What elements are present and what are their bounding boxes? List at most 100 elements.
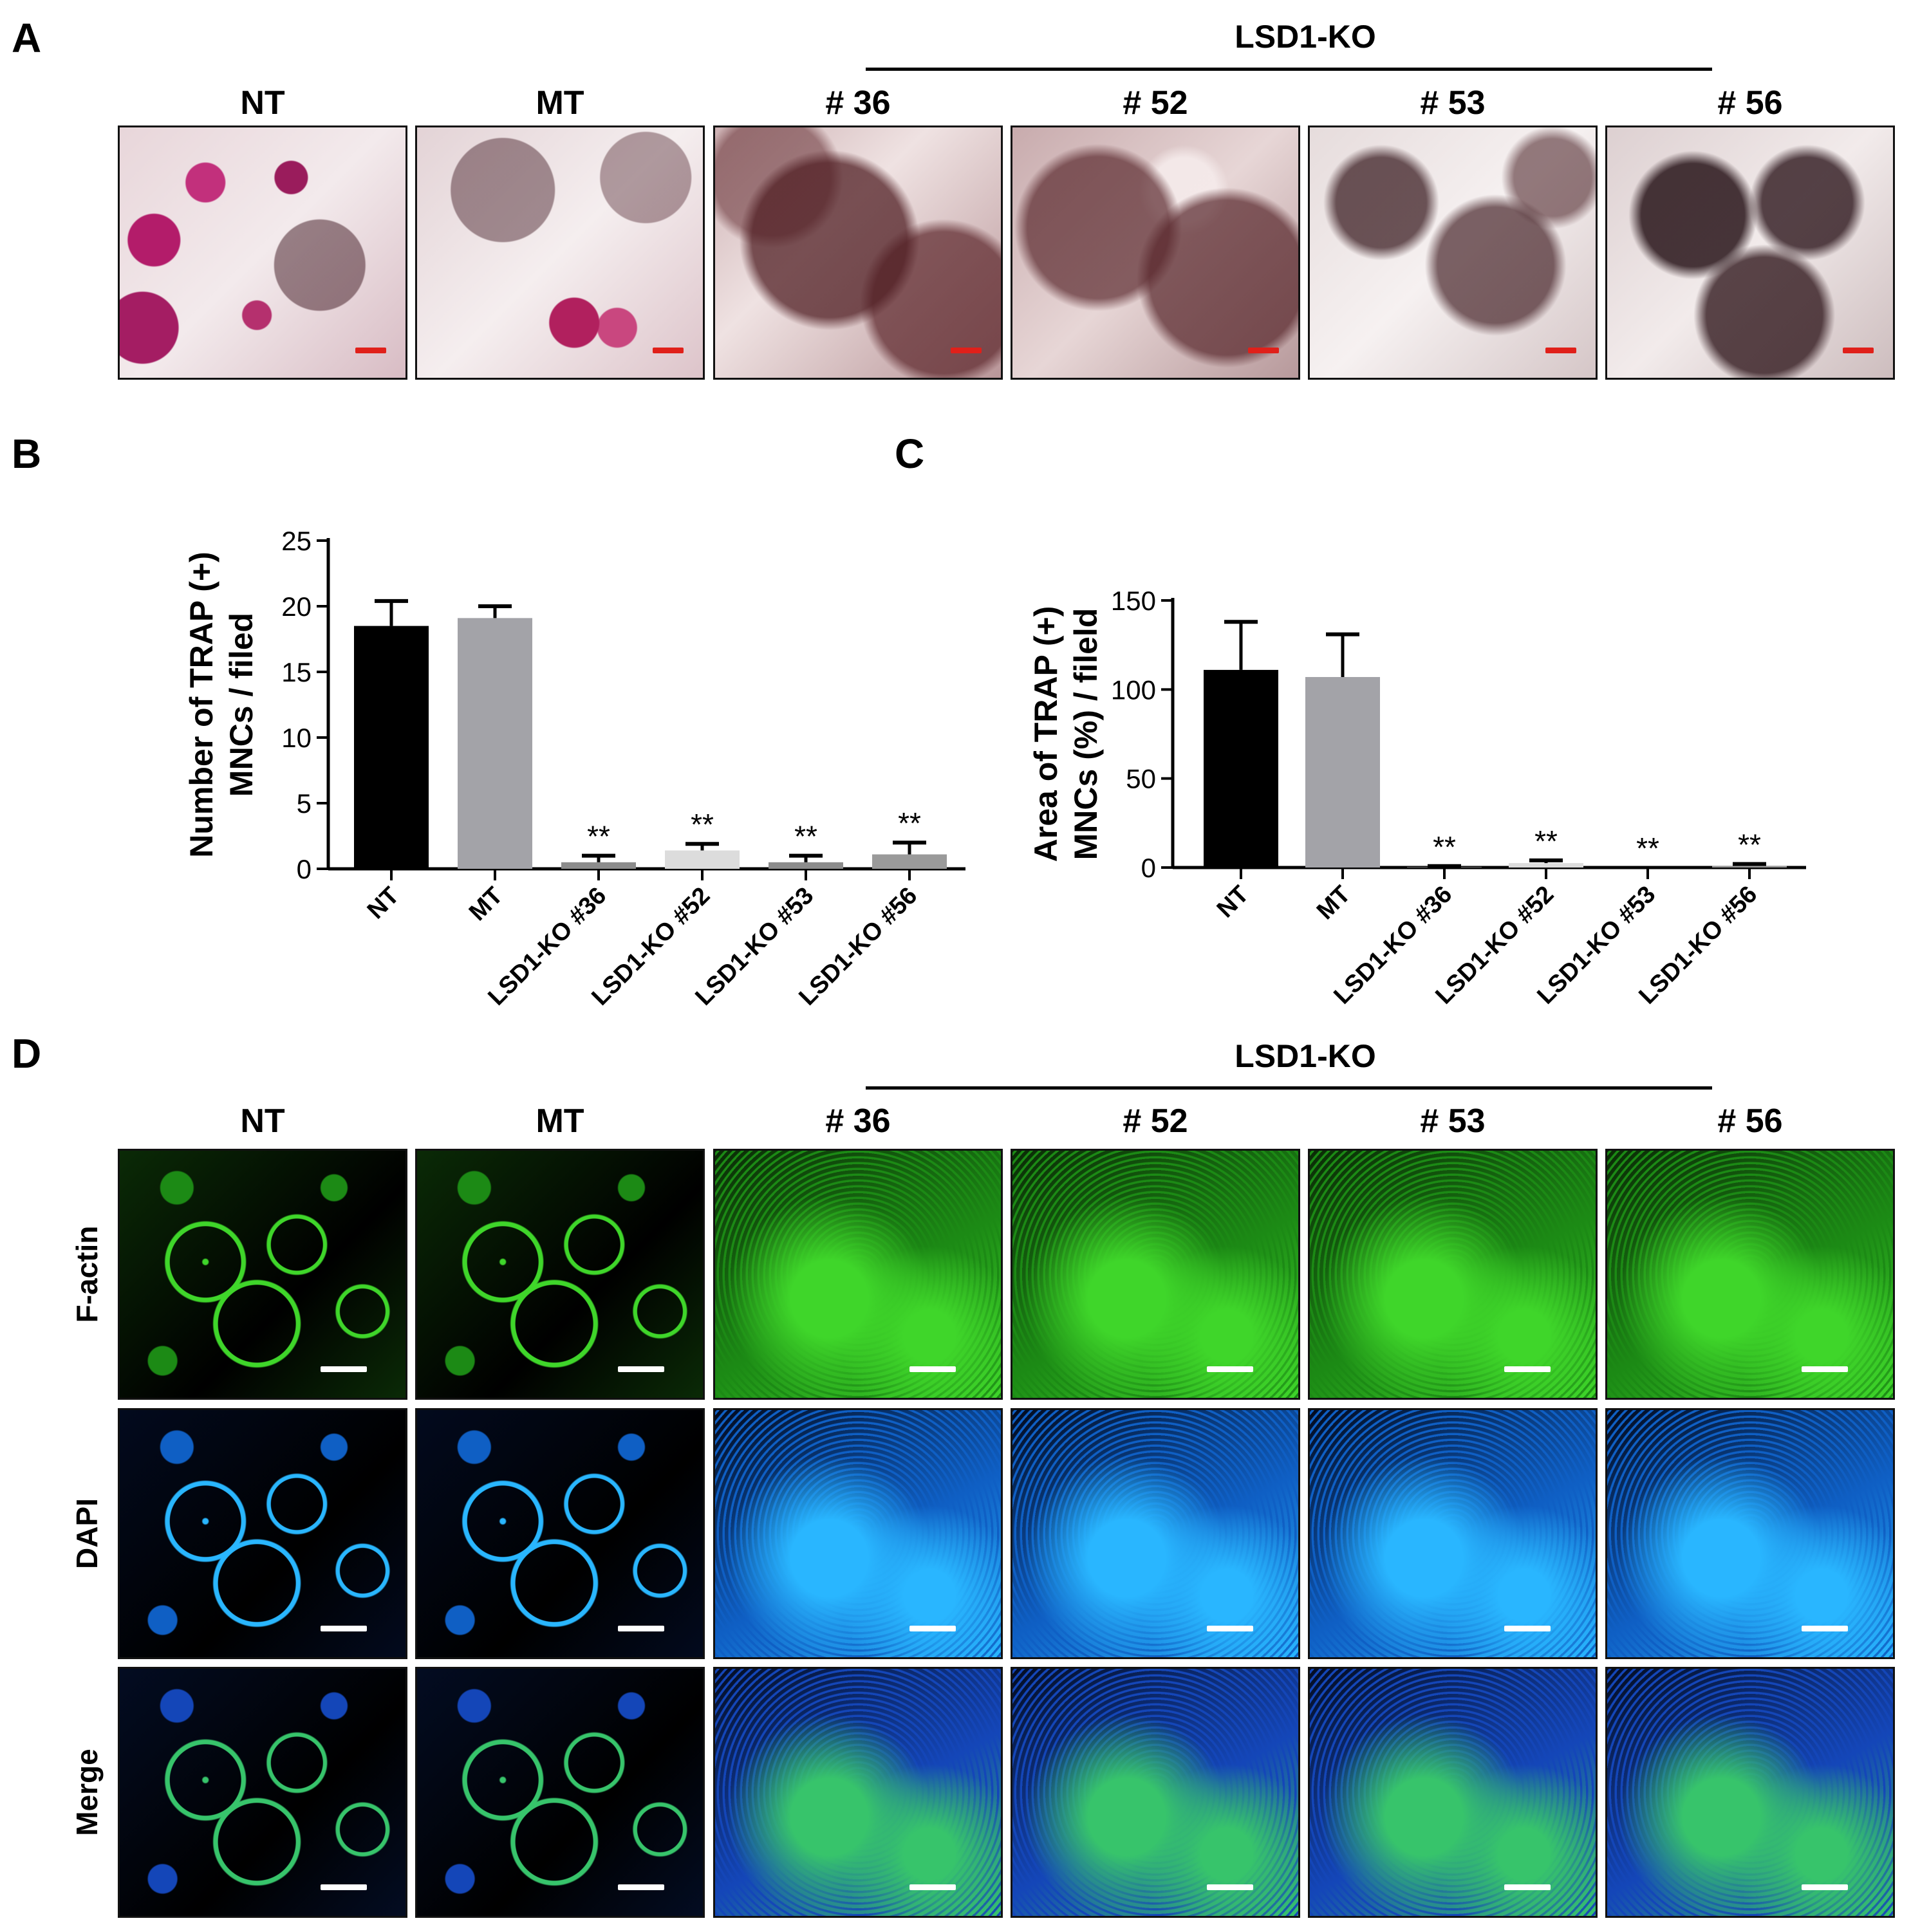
fluorescence-image-dapi-36 [713,1408,1003,1659]
svg-text:MNCs / filed: MNCs / filed [223,613,259,797]
fluorescence-image-merge-52 [1011,1667,1300,1918]
panel-d-col-label-mt: MT [536,1102,584,1140]
significance-marker: ** [691,808,714,841]
fluorescence-image-factin-mt [415,1149,705,1400]
panel-d-group-line [866,1086,1712,1090]
bar-lsd1-ko-56 [1712,866,1787,868]
scale-bar [1802,1884,1848,1890]
scale-bar [618,1626,664,1631]
trap-stain-image-nt [118,125,407,380]
significance-marker: ** [1636,831,1659,865]
trap-stain-image-52 [1011,125,1300,380]
scale-bar [909,1366,956,1372]
scale-bar [1207,1884,1253,1890]
scale-bar [1504,1366,1551,1372]
bar-mt [458,618,532,869]
scale-bar [653,348,684,353]
panel-a-letter: A [12,15,42,61]
svg-text:Area of TRAP (+): Area of TRAP (+) [1028,606,1064,862]
significance-marker: ** [898,806,921,840]
y-tick-label: 0 [1141,853,1156,883]
fluorescence-image-factin-53 [1308,1149,1598,1400]
bar-lsd1-ko-52 [665,850,740,869]
significance-marker: ** [794,820,817,853]
bar-nt [354,626,429,869]
scale-bar [1207,1626,1253,1631]
significance-marker: ** [587,820,610,853]
y-axis-label: Area of TRAP (+) MNCs (%) / fileld [1028,606,1104,862]
scale-bar [321,1884,367,1890]
bar-nt [1204,669,1278,868]
scale-bar [909,1626,956,1631]
panel-a-col-label-52: # 52 [1123,84,1188,122]
panel-d-col-label-nt: NT [240,1102,285,1140]
trap-stain-image-53 [1308,125,1598,380]
fluorescence-image-factin-52 [1011,1149,1300,1400]
scale-bar [321,1366,367,1372]
panel-d-letter: D [12,1030,42,1077]
svg-text:MNCs (%) / fileld: MNCs (%) / fileld [1068,608,1104,860]
scale-bar [1545,348,1576,353]
scale-bar [321,1626,367,1631]
panel-d-col-label-53: # 53 [1420,1102,1486,1140]
panel-d-row-label-merge: Merge [70,1749,104,1836]
trap-stain-image-36 [713,125,1003,380]
significance-marker: ** [1433,830,1456,864]
panel-d-col-label-56: # 56 [1717,1102,1783,1140]
scale-bar [909,1884,956,1890]
x-tick-label: MT [1312,881,1356,925]
scale-bar [1207,1366,1253,1372]
svg-text:NT: NT [362,882,405,925]
panel-a-group-label: LSD1-KO [1235,19,1376,55]
scale-bar [1248,348,1279,353]
bar-lsd1-ko-36 [561,862,636,869]
bar-lsd1-ko-56 [872,854,947,869]
panel-b-letter: B [12,431,42,477]
y-tick-label: 25 [281,526,312,556]
y-tick-label: 50 [1126,764,1156,794]
panel-d-col-label-52: # 52 [1123,1102,1188,1140]
fluorescence-image-merge-36 [713,1667,1003,1918]
svg-text:MT: MT [464,882,508,927]
x-tick-label: MT [464,882,508,927]
scale-bar [1504,1884,1551,1890]
fluorescence-image-merge-nt [118,1667,407,1918]
panel-a-group-line [866,68,1712,71]
bar-lsd1-ko-52 [1509,863,1583,868]
fluorescence-image-factin-56 [1605,1149,1895,1400]
scale-bar [951,348,982,353]
x-tick-label: NT [362,882,405,925]
trap-stain-image-mt [415,125,705,380]
y-axis-label: Number of TRAP (+) MNCs / filed [183,552,259,858]
y-tick-label: 10 [281,723,312,753]
fluorescence-image-factin-36 [713,1149,1003,1400]
scale-bar [618,1884,664,1890]
bar-lsd1-ko-53 [769,862,843,869]
significance-marker: ** [1534,824,1558,858]
panel-a-col-label-mt: MT [536,84,584,122]
fluorescence-image-merge-56 [1605,1667,1895,1918]
fluorescence-image-dapi-56 [1605,1408,1895,1659]
fluorescence-image-factin-nt [118,1149,407,1400]
panel-d-row-label-dapi: DAPI [70,1498,104,1569]
panel-d-col-label-36: # 36 [825,1102,891,1140]
scale-bar [1802,1366,1848,1372]
scale-bar [618,1366,664,1372]
scale-bar [1843,348,1874,353]
panel-a-col-label-56: # 56 [1717,84,1783,122]
svg-text:Number of TRAP (+): Number of TRAP (+) [183,552,219,858]
fluorescence-image-dapi-mt [415,1408,705,1659]
svg-text:MT: MT [1312,881,1356,925]
fluorescence-image-dapi-52 [1011,1408,1300,1659]
scale-bar [1504,1626,1551,1631]
fluorescence-image-dapi-nt [118,1408,407,1659]
fluorescence-image-merge-53 [1308,1667,1598,1918]
panel-c-letter: C [895,431,925,477]
y-tick-label: 20 [281,591,312,622]
trap-stain-image-56 [1605,125,1895,380]
y-tick-label: 15 [281,657,312,687]
chart-b: 0 5 10 15 20 25 Number of TRAP (+) MNCs / filed… [183,526,965,1011]
bar-mt [1305,676,1380,868]
panel-a-col-label-53: # 53 [1420,84,1486,122]
